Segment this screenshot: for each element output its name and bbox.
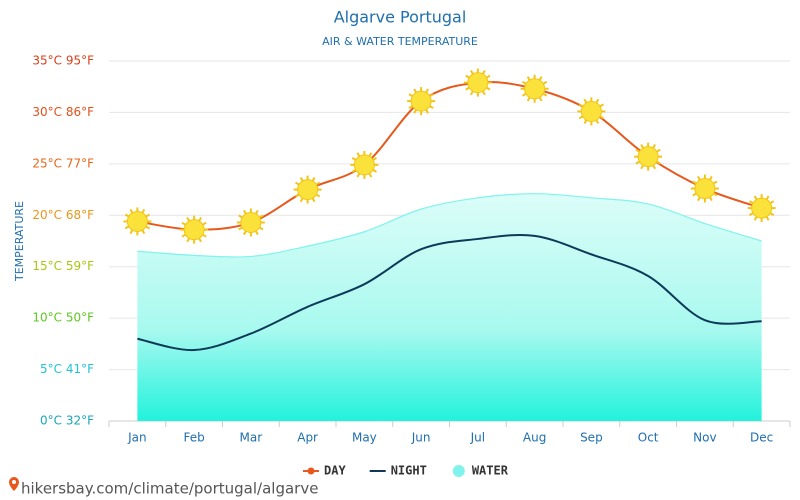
- legend-label: DAY: [324, 464, 346, 478]
- legend-label: WATER: [472, 464, 509, 478]
- x-tick-label: Apr: [297, 431, 318, 445]
- x-tick-label: Oct: [638, 431, 659, 445]
- footer: hikersbay.com/climate/portugal/algarve: [9, 477, 318, 498]
- legend-swatch: [452, 465, 465, 477]
- weather-marker: [520, 74, 549, 103]
- y-tick-label: 15°C 59°F: [32, 259, 94, 273]
- weather-marker: [350, 150, 379, 179]
- x-tick-label: Jun: [411, 431, 431, 445]
- x-tick-label: Nov: [693, 431, 716, 445]
- sun: [240, 211, 262, 233]
- x-tick-label: Aug: [523, 431, 546, 445]
- sun: [126, 210, 148, 232]
- x-tick-label: May: [352, 431, 377, 445]
- y-tick-label: 35°C 95°F: [32, 54, 94, 68]
- y-tick-label: 10°C 50°F: [32, 311, 94, 325]
- legend-item: DAY: [303, 464, 346, 478]
- sun: [580, 100, 602, 122]
- y-tick-label: 30°C 86°F: [32, 105, 94, 119]
- weather-marker: [747, 194, 776, 223]
- weather-marker: [463, 68, 492, 97]
- sun: [410, 90, 432, 112]
- sun: [637, 146, 659, 168]
- y-tick-label: 25°C 77°F: [32, 156, 94, 170]
- pin-dot: [12, 480, 16, 484]
- legend-item: NIGHT: [369, 464, 427, 478]
- weather-marker: [123, 207, 152, 236]
- weather-marker: [293, 175, 322, 204]
- series-line: [137, 233, 762, 352]
- chart-title: Algarve Portugal: [334, 8, 467, 27]
- sun: [353, 154, 375, 176]
- sun: [467, 72, 489, 94]
- legend-label: NIGHT: [391, 464, 427, 478]
- y-tick-label: 5°C 41°F: [40, 362, 94, 376]
- sun: [694, 178, 716, 200]
- sun: [524, 78, 546, 100]
- x-tick-label: Jan: [127, 431, 147, 445]
- weather-marker: [577, 97, 606, 126]
- x-tick-label: Sep: [580, 431, 603, 445]
- x-tick-label: Mar: [240, 431, 263, 445]
- legend-dot: [307, 467, 315, 475]
- x-tick-label: Jul: [470, 431, 485, 445]
- x-tick-label: Feb: [184, 431, 205, 445]
- sun: [297, 179, 319, 201]
- sun: [183, 219, 205, 241]
- pin-icon: [9, 477, 19, 491]
- y-axis-label: TEMPERATURE: [13, 201, 26, 282]
- chart-subtitle: AIR & WATER TEMPERATURE: [322, 35, 478, 48]
- weather-marker: [236, 208, 265, 237]
- y-tick-label: 20°C 68°F: [32, 208, 94, 222]
- weather-marker: [634, 142, 663, 171]
- water-area: [137, 193, 762, 421]
- weather-marker: [690, 174, 719, 203]
- sun: [751, 197, 773, 219]
- weather-marker: [407, 87, 436, 116]
- footer-url: hikersbay.com/climate/portugal/algarve: [21, 480, 318, 498]
- weather-marker: [180, 215, 209, 244]
- water-line: [137, 193, 762, 258]
- y-tick-label: 0°C 32°F: [40, 414, 94, 428]
- x-tick-label: Dec: [750, 431, 773, 445]
- legend-item: WATER: [452, 464, 509, 478]
